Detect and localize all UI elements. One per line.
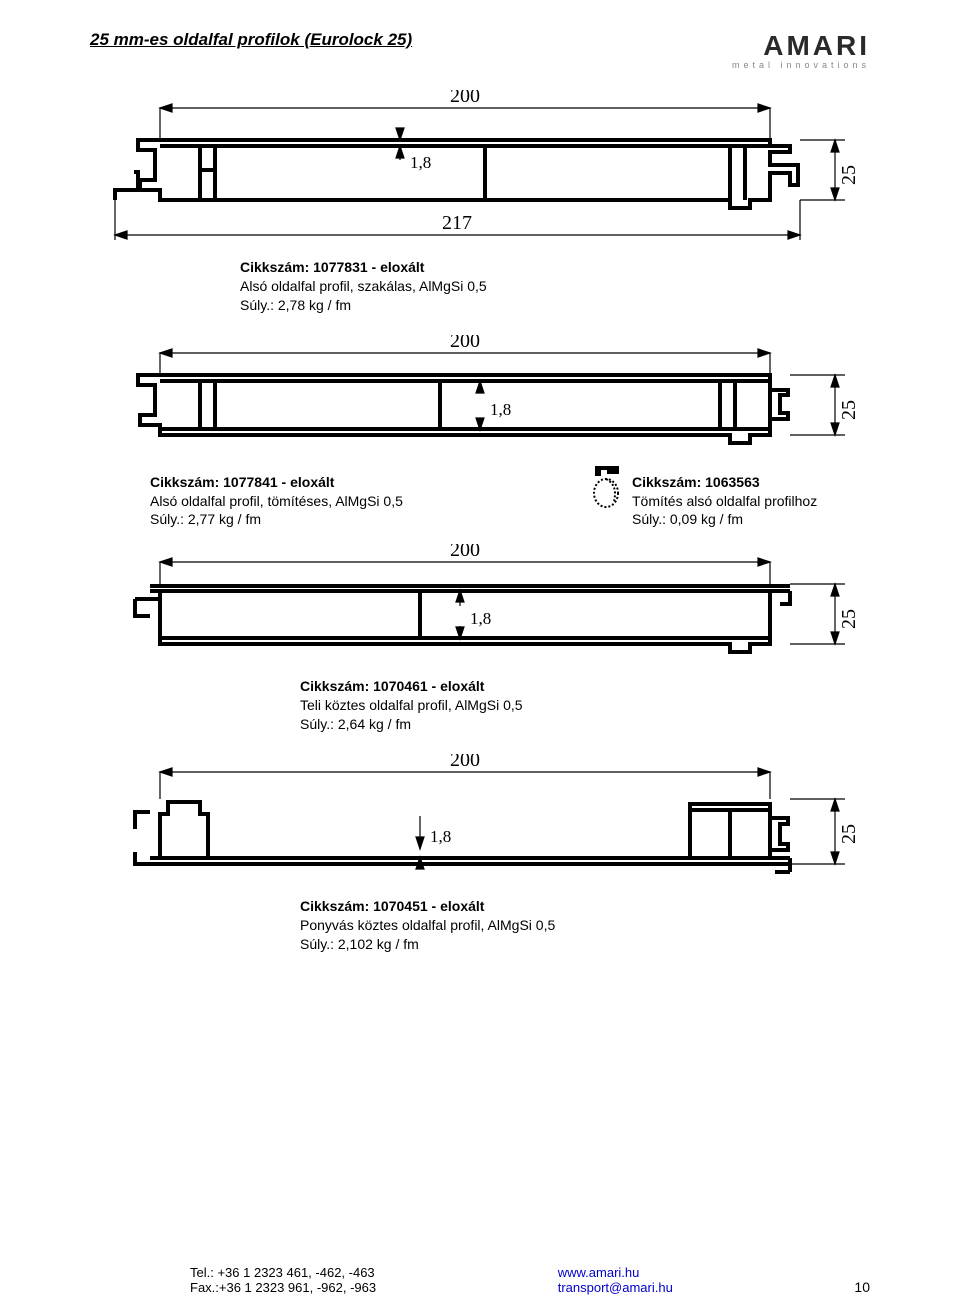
caption-2b-code: Cikkszám: 1063563 [632, 474, 760, 490]
svg-text:25: 25 [838, 400, 860, 420]
profile-drawing-2: 200 25 1,8 Cikkszám: 1077841 - eloxált A… [90, 335, 870, 530]
footer-page-number: 10 [854, 1279, 870, 1295]
caption-2a-code: Cikkszám: 1077841 - eloxált [150, 474, 334, 490]
footer-contact: Tel.: +36 1 2323 461, -462, -463 Fax.:+3… [90, 1265, 376, 1295]
svg-text:25: 25 [838, 824, 860, 844]
caption-2a: Cikkszám: 1077841 - eloxált Alsó oldalfa… [150, 473, 590, 530]
caption-1-code: Cikkszám: 1077831 - eloxált [240, 259, 424, 275]
caption-1: Cikkszám: 1077831 - eloxált Alsó oldalfa… [240, 258, 870, 315]
caption-3-weight: Súly.: 2,64 kg / fm [300, 716, 411, 732]
page-title: 25 mm-es oldalfal profilok (Eurolock 25) [90, 30, 412, 50]
caption-4-desc: Ponyvás köztes oldalfal profil, AlMgSi 0… [300, 917, 555, 933]
caption-4: Cikkszám: 1070451 - eloxált Ponyvás közt… [300, 897, 870, 954]
caption-1-desc: Alsó oldalfal profil, szakálas, AlMgSi 0… [240, 278, 487, 294]
footer-tel: Tel.: +36 1 2323 461, -462, -463 [190, 1265, 375, 1280]
svg-text:200: 200 [450, 335, 480, 352]
caption-3: Cikkszám: 1070461 - eloxált Teli köztes … [300, 677, 870, 734]
caption-2b: Cikkszám: 1063563 Tömítés alsó oldalfal … [632, 473, 817, 530]
footer-fax: Fax.:+36 1 2323 961, -962, -963 [190, 1280, 376, 1295]
svg-text:1,8: 1,8 [490, 400, 511, 419]
svg-text:1,8: 1,8 [470, 609, 491, 628]
brand-logo: AMARI metal innovations [732, 30, 870, 70]
svg-text:1,8: 1,8 [410, 153, 431, 172]
svg-text:25: 25 [838, 165, 860, 185]
caption-4-weight: Súly.: 2,102 kg / fm [300, 936, 419, 952]
page-footer: Tel.: +36 1 2323 461, -462, -463 Fax.:+3… [90, 1265, 870, 1295]
caption-2a-desc: Alsó oldalfal profil, tömítéses, AlMgSi … [150, 493, 403, 509]
svg-text:1,8: 1,8 [430, 827, 451, 846]
footer-links: www.amari.hu transport@amari.hu [558, 1265, 673, 1295]
footer-email-link[interactable]: transport@amari.hu [558, 1280, 673, 1295]
caption-2b-weight: Súly.: 0,09 kg / fm [632, 511, 743, 527]
svg-text:200: 200 [450, 754, 480, 771]
svg-text:200: 200 [450, 544, 480, 561]
logo-tagline: metal innovations [732, 60, 870, 70]
caption-3-desc: Teli köztes oldalfal profil, AlMgSi 0,5 [300, 697, 523, 713]
gasket-icon [590, 465, 626, 513]
logo-text: AMARI [732, 30, 870, 62]
caption-3-code: Cikkszám: 1070461 - eloxált [300, 678, 484, 694]
profile-drawing-3: 200 25 1,8 Cikkszám: 1070461 - eloxált T… [90, 544, 870, 734]
profile-drawing-4: 200 25 1,8 Cikkszám: 1070451 - eloxált P… [90, 754, 870, 954]
svg-text:200: 200 [450, 90, 480, 107]
svg-text:25: 25 [838, 609, 860, 629]
caption-2a-weight: Súly.: 2,77 kg / fm [150, 511, 261, 527]
caption-4-code: Cikkszám: 1070451 - eloxált [300, 898, 484, 914]
svg-text:217: 217 [442, 212, 472, 234]
caption-1-weight: Súly.: 2,78 kg / fm [240, 297, 351, 313]
profile-drawing-1: 200 25 217 1,8 Cikkszám: 10 [90, 90, 870, 315]
caption-2b-desc: Tömítés alsó oldalfal profilhoz [632, 493, 817, 509]
footer-www-link[interactable]: www.amari.hu [558, 1265, 640, 1280]
